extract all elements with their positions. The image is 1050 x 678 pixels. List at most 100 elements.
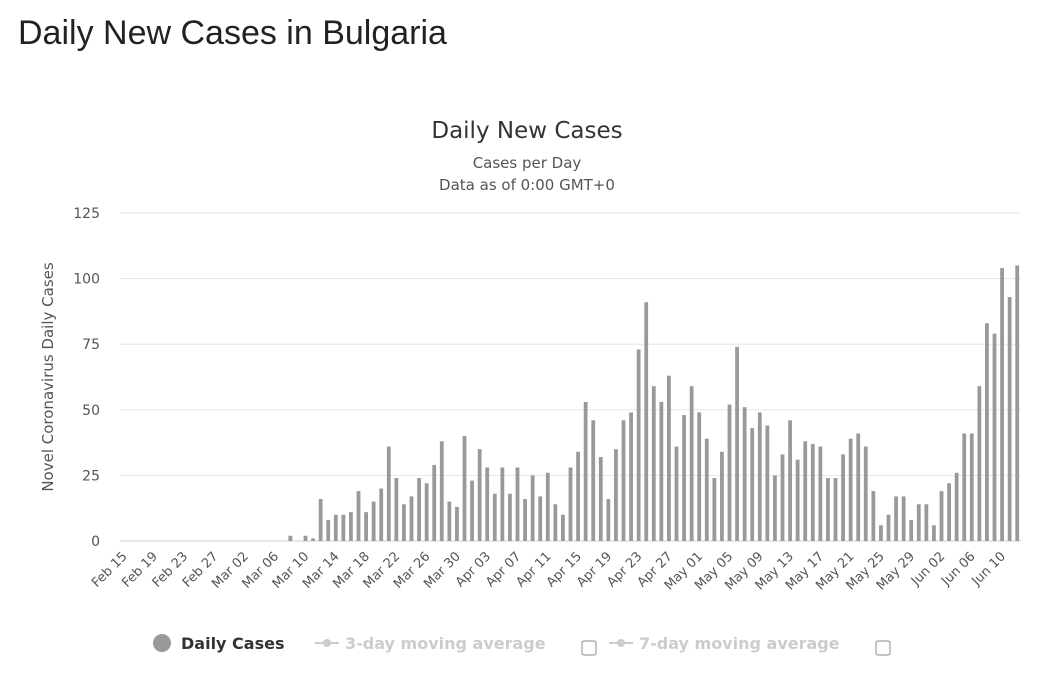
bar[interactable] — [727, 404, 732, 541]
bar[interactable] — [969, 433, 974, 541]
bar[interactable] — [712, 478, 717, 541]
bar[interactable] — [704, 438, 709, 541]
bar[interactable] — [886, 514, 891, 541]
bar[interactable] — [523, 499, 527, 541]
bar[interactable] — [417, 478, 421, 541]
bar[interactable] — [621, 420, 626, 541]
bar[interactable] — [447, 501, 452, 541]
bar[interactable] — [879, 525, 883, 541]
bar[interactable] — [848, 438, 853, 541]
bar[interactable] — [379, 488, 384, 541]
bar[interactable] — [386, 446, 391, 541]
bar[interactable] — [985, 323, 989, 541]
bar[interactable] — [674, 446, 679, 541]
bar[interactable] — [992, 333, 997, 541]
bar[interactable] — [916, 504, 921, 541]
bar[interactable] — [500, 467, 505, 541]
bar[interactable] — [651, 386, 656, 541]
bar[interactable] — [432, 464, 437, 541]
bar[interactable] — [470, 480, 474, 541]
bar[interactable] — [962, 433, 967, 541]
bar[interactable] — [455, 506, 459, 541]
bar[interactable] — [364, 512, 368, 541]
bar[interactable] — [402, 504, 406, 541]
bar[interactable] — [515, 467, 520, 541]
bar[interactable] — [636, 349, 641, 541]
bar[interactable] — [856, 433, 861, 541]
bar[interactable] — [356, 491, 361, 541]
bar[interactable] — [894, 496, 898, 541]
legend-7-day-checkbox[interactable] — [875, 640, 891, 656]
bar[interactable] — [924, 504, 929, 541]
bar[interactable] — [553, 504, 558, 541]
bar[interactable] — [492, 493, 497, 541]
bar[interactable] — [977, 386, 982, 541]
bar[interactable] — [462, 436, 467, 541]
bar[interactable] — [303, 535, 308, 541]
bar[interactable] — [591, 420, 596, 541]
bar[interactable] — [742, 407, 747, 541]
bar[interactable] — [795, 459, 800, 541]
bar[interactable] — [773, 475, 777, 541]
bar[interactable] — [341, 514, 346, 541]
bar[interactable] — [750, 428, 755, 541]
bar[interactable] — [288, 535, 293, 541]
bar[interactable] — [682, 415, 686, 541]
bar[interactable] — [826, 478, 830, 541]
bar[interactable] — [689, 386, 694, 541]
bar[interactable] — [803, 441, 808, 541]
bar[interactable] — [598, 457, 603, 541]
bar[interactable] — [901, 496, 906, 541]
bar[interactable] — [939, 491, 944, 541]
bar[interactable] — [788, 420, 792, 541]
bar[interactable] — [697, 412, 702, 541]
bar[interactable] — [311, 538, 315, 541]
bar[interactable] — [757, 412, 762, 541]
bar[interactable] — [629, 412, 633, 541]
bar[interactable] — [349, 512, 353, 541]
bar[interactable] — [909, 520, 914, 541]
bar[interactable] — [409, 496, 414, 541]
bar[interactable] — [439, 441, 444, 541]
bar[interactable] — [735, 346, 739, 541]
bar[interactable] — [1007, 296, 1012, 541]
bar[interactable] — [606, 499, 611, 541]
bar[interactable] — [538, 496, 543, 541]
bar[interactable] — [644, 302, 649, 541]
bar[interactable] — [1000, 268, 1004, 541]
bar[interactable] — [530, 475, 535, 541]
bar[interactable] — [932, 525, 936, 541]
bar[interactable] — [394, 478, 399, 541]
bar[interactable] — [810, 443, 815, 541]
bar[interactable] — [947, 483, 951, 541]
legend-3-day-checkbox[interactable] — [581, 640, 597, 656]
bar[interactable] — [871, 491, 876, 541]
bar[interactable] — [1015, 265, 1020, 541]
bar[interactable] — [954, 472, 959, 541]
bar[interactable] — [841, 454, 845, 541]
bar[interactable] — [818, 446, 823, 541]
bar[interactable] — [424, 483, 429, 541]
bar[interactable] — [583, 401, 588, 541]
bar[interactable] — [477, 449, 482, 541]
bar[interactable] — [545, 472, 550, 541]
legend-item-7-day-moving-average[interactable]: 7-day moving average — [609, 634, 840, 653]
bar[interactable] — [720, 451, 724, 541]
bar[interactable] — [576, 451, 580, 541]
legend-item-3-day-moving-average[interactable]: 3-day moving average — [315, 634, 546, 653]
bar[interactable] — [371, 501, 376, 541]
bar[interactable] — [508, 493, 512, 541]
bar[interactable] — [780, 454, 785, 541]
bar[interactable] — [765, 425, 770, 541]
bar[interactable] — [333, 514, 338, 541]
legend-item-daily-cases[interactable]: Daily Cases — [153, 634, 284, 653]
bar[interactable] — [318, 499, 323, 541]
bar[interactable] — [667, 375, 671, 541]
bar[interactable] — [659, 401, 664, 541]
bar[interactable] — [833, 478, 838, 541]
bar[interactable] — [485, 467, 490, 541]
bar[interactable] — [568, 467, 573, 541]
bar[interactable] — [863, 446, 868, 541]
bar[interactable] — [614, 449, 618, 541]
bar[interactable] — [326, 520, 331, 541]
